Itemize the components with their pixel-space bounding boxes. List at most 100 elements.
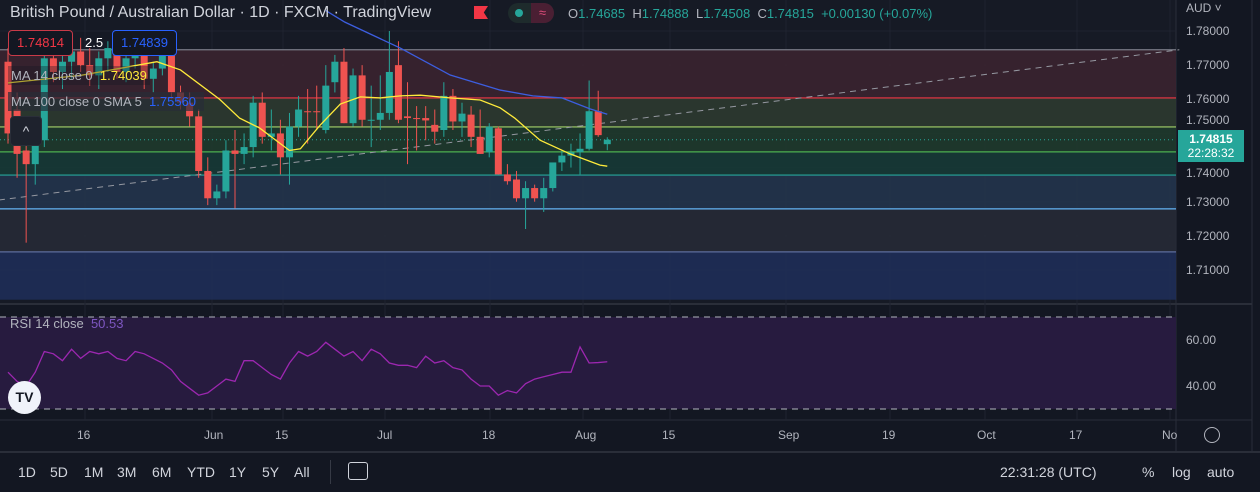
calendar-goto-icon[interactable] [348,462,368,480]
log-toggle[interactable]: log [1172,464,1191,480]
collapse-legend-button[interactable]: ^ [10,116,42,146]
range-button-6m[interactable]: 6M [152,464,172,480]
candle [267,109,275,151]
bar-countdown: 22:28:32 [1187,146,1235,160]
range-button-5d[interactable]: 5D [50,464,68,480]
market-status-toggle[interactable]: ≈ [508,3,554,23]
candle-body [213,191,221,199]
candle [276,119,284,175]
price-tick: 1.78000 [1186,24,1230,38]
candle-body [58,61,66,72]
candle [522,181,530,230]
candle [576,133,584,175]
utc-clock[interactable]: 22:31:28 (UTC) [1000,464,1097,480]
rsi-legend[interactable]: RSI 14 close 50.53 [10,316,123,331]
ma14-line [7,61,608,167]
level-fill [0,251,1176,300]
candle-body [485,126,493,153]
last-price: 1.74815 [1189,132,1233,146]
candle-body [576,148,584,153]
last-price-tag: 1.74815 22:28:32 [1178,130,1244,162]
candle [540,177,548,212]
candle-body [376,112,384,120]
wave-icon: ≈ [531,3,554,23]
candle [467,106,475,148]
toolbar-divider [330,460,331,484]
ma14-label: MA 14 close 0 [11,68,93,83]
candle-body [49,58,57,72]
candle-body [503,174,511,182]
candle-body [95,58,103,76]
time-label: 19 [882,428,896,442]
candle-body [113,48,121,72]
candle-body [476,136,484,154]
candle-body [295,109,303,127]
candle-body [149,68,157,79]
candle-body [404,116,412,119]
candle [458,102,466,137]
candle-body [558,155,566,163]
rsi-tick: 40.00 [1186,379,1217,393]
range-button-1y[interactable]: 1Y [229,464,247,480]
candle [331,54,339,93]
percent-toggle[interactable]: % [1142,464,1155,480]
time-label: 16 [77,428,91,442]
range-button-3m[interactable]: 3M [117,464,137,480]
time-label: Jun [204,428,224,442]
ma100-value: 1.75560 [149,94,197,109]
market-open-icon [515,9,523,17]
candle [204,157,212,206]
flag-icon[interactable] [474,6,488,19]
candle [503,164,511,185]
currency-selector[interactable]: AUD ˅ [1186,1,1222,15]
time-label: 15 [275,428,289,442]
candle [485,123,493,158]
candle [558,150,566,171]
range-button-all[interactable]: All [294,464,310,480]
settings-gear-icon[interactable] [1204,427,1220,443]
range-button-1d[interactable]: 1D [18,464,36,480]
candle-body [313,111,321,113]
candle-body [540,188,548,199]
candle [512,170,520,202]
candle-body [549,162,557,189]
candle [104,41,112,72]
candle-body [104,48,112,59]
auto-toggle[interactable]: auto [1207,464,1235,480]
chart-title: British Pound / Australian Dollar · 1D ·… [10,4,432,21]
ma14-legend[interactable]: MA 14 close 0 1.74039 [8,66,150,85]
time-label: 17 [1069,428,1083,442]
candle [304,89,312,144]
tradingview-logo[interactable]: TV [8,381,41,414]
ma14-value: 1.74039 [99,68,147,83]
candle-body [494,128,502,175]
open-label: O [568,6,579,21]
price-tick: 1.76000 [1186,92,1230,107]
range-button-5y[interactable]: 5Y [262,464,280,480]
indicator-lines [7,9,608,167]
candle [549,162,557,192]
buy-button[interactable]: 1.74839 [112,30,177,56]
sell-button[interactable]: 1.74814 [8,30,73,56]
candle-body [422,118,430,121]
candle [258,92,266,144]
candle-body [222,150,230,192]
level-fill [0,151,1176,176]
candle-body [267,133,275,137]
candle-body [585,111,593,149]
range-button-ytd[interactable]: YTD [187,464,215,480]
time-label: Aug [575,428,597,442]
candle [22,136,30,243]
price-levels [0,49,1180,300]
ma100-legend[interactable]: MA 100 close 0 SMA 5 1.75560 [8,92,205,111]
candle [77,37,85,72]
candle-body [431,124,439,132]
range-button-1m[interactable]: 1M [84,464,104,480]
candle-body [340,61,348,124]
low-label: L [695,6,704,21]
candle-body [31,143,39,165]
high-label: H [632,6,642,21]
candle-body [385,71,393,113]
candle [585,80,593,151]
